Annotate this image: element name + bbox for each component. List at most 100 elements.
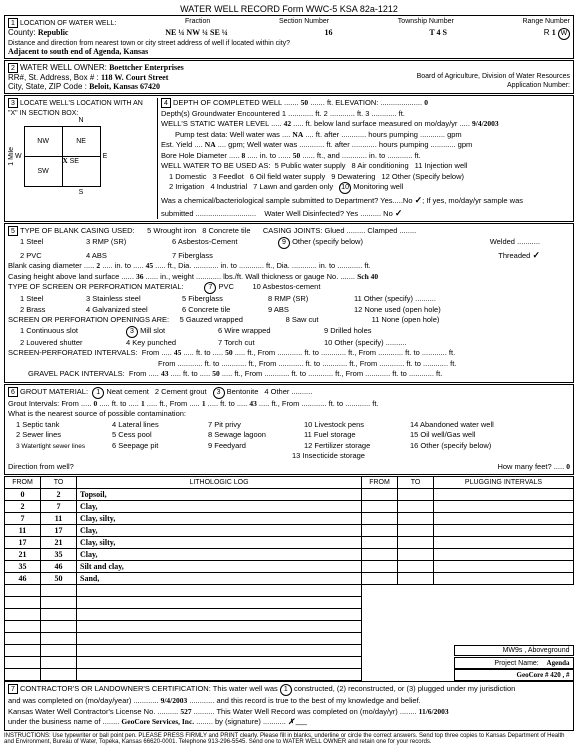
joints-lbl: CASING JOINTS: Glued ......... Clamped .…	[263, 226, 416, 237]
bcd-2: 45	[146, 261, 154, 270]
spi-f1: 45	[174, 348, 182, 357]
signature: ✗ ___	[288, 717, 307, 726]
s2: 2 Brass	[20, 305, 80, 316]
o4: 4 Key punched	[126, 338, 212, 349]
s8: 8 RMP (SR)	[268, 294, 348, 305]
p4: 4 Lateral lines	[112, 420, 202, 431]
o6: 6 Wire wrapped	[218, 326, 318, 337]
bore-ft-and: ft., and ............ in. to ...........…	[317, 151, 421, 160]
fraction-val: NE ¼ NW ¼ SE ¼	[165, 28, 228, 40]
gi-f2: 1	[202, 399, 206, 408]
line2a: and was completed on (mo/day/year)	[8, 696, 131, 705]
s5: 5 Fiberglass	[182, 294, 262, 305]
line3b: This Water Well Record was completed on …	[216, 707, 397, 716]
lithologic-log-table: FROM TO LITHOLOGIC LOG FROM TO PLUGGING …	[4, 476, 574, 681]
bcd-lbl: Blank casing diameter	[8, 261, 82, 270]
disinf-check	[395, 209, 403, 218]
bore-d: 8	[241, 151, 245, 160]
csz-lbl: City, State, ZIP Code :	[8, 82, 87, 91]
use2: 2 Irrigation	[169, 182, 204, 193]
pump-na: NA	[292, 130, 303, 139]
appnum-lbl: Application Number:	[507, 82, 570, 91]
range-lbl: Range Number	[522, 18, 569, 28]
use8: 8 Air conditioning	[352, 161, 409, 172]
bore-in-to: in. to	[260, 151, 276, 160]
sec7-label2: constructed, (2) reconstructed, or (3) p…	[294, 684, 515, 693]
g1: Neat cement	[106, 387, 149, 396]
csz-val: Beloit, Kansas 67420	[89, 82, 160, 91]
howmany-val: 0	[566, 462, 570, 471]
county-val: Republic	[38, 28, 69, 37]
bb1: MW9s , Aboveground	[454, 645, 574, 656]
sec3-label: LOCATE WELL'S LOCATION WITH AN "X" IN SE…	[8, 100, 143, 117]
bcd-rest: ft., Dia. ............ in. to ..........…	[168, 261, 371, 270]
chem-lbl: Was a chemical/bacteriological sample su…	[161, 196, 413, 205]
chem-after: ; If yes, mo/day/yr sample was	[422, 196, 523, 205]
date1: 9/4/2003	[161, 696, 188, 705]
township-lbl: Township Number	[398, 18, 454, 28]
o3-circle: 3	[126, 326, 138, 338]
chals-sch: Sch 40	[357, 272, 378, 281]
sec4-num: 4	[161, 98, 171, 108]
sec5-label: TYPE OF BLANK CASING USED:	[20, 226, 135, 237]
s9: 9 ABS	[268, 305, 348, 316]
section-4: 4DEPTH OF COMPLETED WELL ....... 50 ....…	[158, 98, 570, 219]
howmany-lbl: How many feet?	[497, 462, 551, 471]
gpi-f1: 43	[161, 369, 169, 378]
depth-lbl: DEPTH OF COMPLETED WELL	[173, 98, 282, 107]
s7: PVC	[219, 282, 234, 291]
est-lbl: Est. Yield	[161, 140, 192, 149]
c8: 8 Concrete tile	[202, 226, 250, 237]
o7: 7 Torch cut	[218, 338, 318, 349]
bb2-lbl: Project Name:	[494, 660, 538, 667]
c5: 5 Wrought iron	[147, 226, 196, 237]
est-na: NA	[205, 140, 216, 149]
gw-lbl: Depth(s) Groundwater Encountered	[161, 109, 280, 118]
use1: 1 Domestic	[169, 172, 207, 183]
c2: 2 PVC	[20, 251, 80, 262]
g2: 2 Cement grout	[155, 387, 207, 398]
c1: 1 Steel	[20, 237, 80, 248]
p13: 13 Insecticide storage	[292, 451, 365, 462]
h-to: TO	[41, 477, 77, 489]
o9: 9 Drilled holes	[324, 326, 372, 337]
gi-rest: ft., From ............ ft. to ..........…	[271, 399, 378, 408]
g3-circle: 3	[213, 387, 225, 399]
table-row: 1721Clay, silty,	[5, 537, 574, 549]
pump-lbl: Pump test data: Well water was	[175, 130, 280, 139]
se-lbl: SE	[70, 158, 79, 165]
gw3: 3	[365, 109, 369, 118]
swl-date: 9/4/2003	[472, 119, 499, 128]
bore-lbl: Bore Hole Diameter	[161, 151, 227, 160]
chals-lbl: Casing height above land surface	[8, 272, 119, 281]
section-5: 5 TYPE OF BLANK CASING USED: 5 Wrought i…	[4, 223, 574, 383]
use-lbl: WELL WATER TO BE USED AS:	[161, 161, 270, 170]
p1: 1 Septic tank	[16, 420, 106, 431]
swl-after: ft. below land surface measured on mo/da…	[306, 119, 458, 128]
threaded: Threaded	[498, 251, 530, 260]
disinf-lbl: Water Well Disinfected? Yes .......... N…	[264, 209, 392, 218]
o10: 10 Other (specify) ..........	[324, 338, 407, 349]
spi-t1: 50	[225, 348, 233, 357]
section-1: 1LOCATION OF WATER WELL: Fraction Sectio…	[4, 15, 574, 59]
distance-val: Adjacent to south end of Agenda, Kansas	[8, 47, 570, 56]
gi-lbl: Grout Intervals: From	[8, 399, 79, 408]
use3: 3 Feedlot	[213, 172, 244, 183]
loc-e: E	[103, 153, 108, 160]
screen-lbl: TYPE OF SCREEN OR PERFORATION MATERIAL:	[8, 282, 184, 293]
fraction-lbl: Fraction	[185, 18, 210, 28]
h-plug: PLUGGING INTERVALS	[434, 477, 574, 489]
date2: 11/6/2003	[419, 707, 449, 716]
c4: 4 ABS	[86, 251, 166, 262]
p7: 7 Pit privy	[208, 420, 298, 431]
spi-rest: ft., From ............ ft. to ..........…	[247, 348, 455, 357]
section-lbl: Section Number	[279, 18, 329, 28]
owner-val: Boettcher Enterprises	[109, 63, 184, 72]
table-row: 1117Clay,	[5, 525, 574, 537]
township-val: T 4 S	[429, 28, 447, 40]
s11: 11 Other (specify) ..........	[354, 294, 436, 305]
gpi-lbl: GRAVEL PACK INTERVALS:	[28, 369, 125, 378]
section-2: 2WATER WELL OWNER: Boettcher Enterprises…	[4, 60, 574, 94]
h-to2: TO	[398, 477, 434, 489]
table-row: 2135Clay,	[5, 549, 574, 561]
